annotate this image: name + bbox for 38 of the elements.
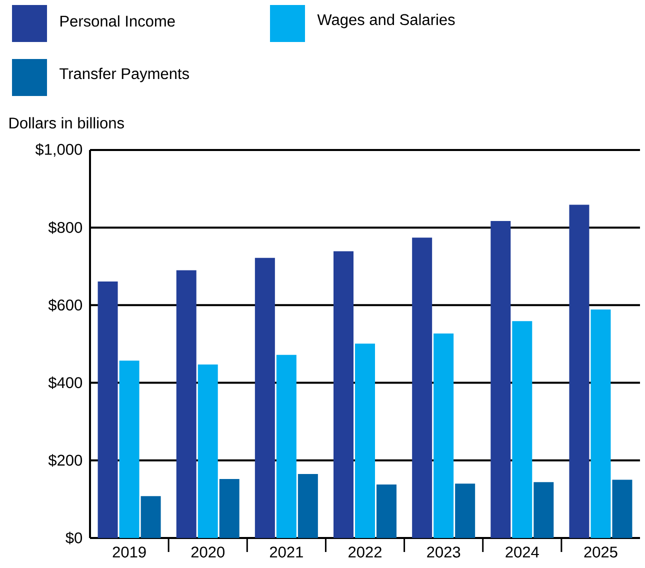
bar <box>355 344 376 538</box>
y-axis-title: Dollars in billions <box>10 117 124 129</box>
legend-label: Wages and Salaries <box>317 14 455 28</box>
x-tick-label: 2022 <box>348 546 382 558</box>
x-tick-label: 2020 <box>191 546 224 558</box>
y-tick-label: $400 <box>48 376 82 390</box>
y-tick-label: $1,000 <box>35 143 82 157</box>
x-tick-label: 2024 <box>506 546 539 558</box>
bar <box>590 309 611 538</box>
bar <box>376 484 397 538</box>
y-tick-label: $600 <box>48 298 82 312</box>
bar <box>534 482 554 538</box>
bar <box>176 270 196 538</box>
bar <box>412 238 432 538</box>
bar <box>298 474 318 538</box>
bar <box>276 354 296 538</box>
bar <box>254 258 275 538</box>
bar <box>119 360 140 538</box>
bar <box>512 321 532 538</box>
bar <box>490 220 511 538</box>
y-tick-label: $0 <box>66 532 82 544</box>
bar <box>434 334 454 538</box>
bar <box>612 480 632 538</box>
y-tick-label: $800 <box>48 221 82 234</box>
x-tick-label: 2021 <box>270 546 303 558</box>
legend-label: Personal Income <box>60 15 175 27</box>
bar <box>455 484 476 538</box>
bar <box>198 364 218 538</box>
bar <box>140 496 161 538</box>
bar <box>334 251 354 538</box>
x-tick-label: 2023 <box>427 546 460 558</box>
bar <box>98 282 118 538</box>
bar <box>219 479 240 538</box>
x-tick-label: 2025 <box>584 546 618 558</box>
legend-label: Transfer Payments <box>60 68 189 82</box>
y-tick-label: $200 <box>48 454 82 467</box>
bar <box>569 204 590 538</box>
x-tick-label: 2019 <box>112 546 146 558</box>
